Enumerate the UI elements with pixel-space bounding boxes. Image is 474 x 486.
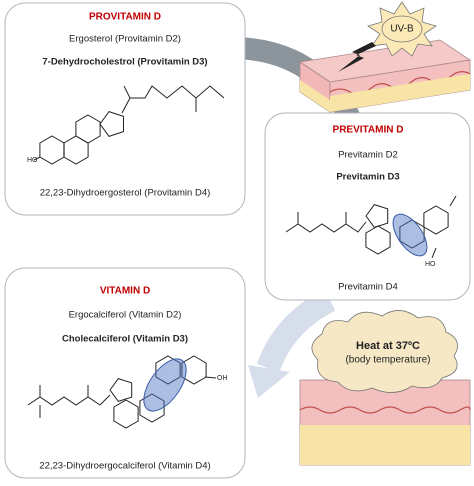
- arrow-head: [248, 365, 290, 398]
- bond: [99, 111, 124, 137]
- compound-label: Previtamin D3: [336, 172, 399, 183]
- compound-label: Cholecalciferol (Vitamin D3): [62, 334, 188, 345]
- bond: [123, 85, 131, 99]
- hydroxyl-label: OH: [217, 375, 228, 382]
- box-title: VITAMIN D: [100, 286, 150, 297]
- arrow-blue: [256, 289, 336, 373]
- bond: [449, 195, 457, 207]
- molecule: [27, 355, 217, 429]
- bond: [113, 399, 139, 429]
- molecule: [33, 85, 225, 165]
- bond: [75, 114, 101, 144]
- bond: [365, 225, 391, 255]
- molecule: [285, 195, 457, 259]
- bond: [109, 378, 133, 402]
- hydroxyl-label: HO: [27, 157, 38, 164]
- previtamin-box: [264, 112, 471, 301]
- provitamin-box: [4, 2, 246, 216]
- bond: [121, 85, 225, 114]
- sun: [338, 1, 437, 72]
- skin-bottom: [299, 379, 471, 466]
- highlight: [143, 358, 187, 412]
- bond: [27, 394, 111, 406]
- bond: [33, 156, 41, 161]
- bond: [285, 221, 367, 233]
- heat-subtitle: (body temperature): [345, 355, 430, 366]
- compound-label: Ergosterol (Provitamin D2): [69, 34, 181, 45]
- bond: [181, 355, 207, 385]
- highlight: [392, 213, 428, 257]
- bond: [423, 205, 449, 235]
- skin-top: [298, 39, 472, 113]
- uv-label: UV-B: [390, 24, 414, 35]
- bond: [365, 204, 389, 228]
- hydroxyl-label: HO: [425, 261, 436, 268]
- bond: [204, 376, 217, 379]
- bond: [155, 355, 181, 385]
- vitamin-box: [4, 267, 246, 479]
- bond: [431, 247, 437, 259]
- compound-label: 22,23-Dihydroergosterol (Provitamin D4): [40, 188, 211, 199]
- compound-label: Previtamin D4: [338, 282, 398, 293]
- box-title: PROVITAMIN D: [89, 12, 161, 23]
- compound-label: 22,23-Dihydroergocalciferol (Vitamin D4): [39, 461, 210, 472]
- compound-label: Previtamin D2: [338, 150, 398, 161]
- box-title: PREVITAMIN D: [333, 125, 404, 136]
- heat-title: Heat at 37ºC: [356, 340, 420, 352]
- compound-label: Ergocalciferol (Vitamin D2): [69, 310, 182, 321]
- bond: [139, 393, 165, 423]
- cloud: Heat at 37ºC (body temperature): [311, 310, 458, 393]
- compound-label: 7-Dehydrocholestrol (Provitamin D3): [42, 57, 207, 68]
